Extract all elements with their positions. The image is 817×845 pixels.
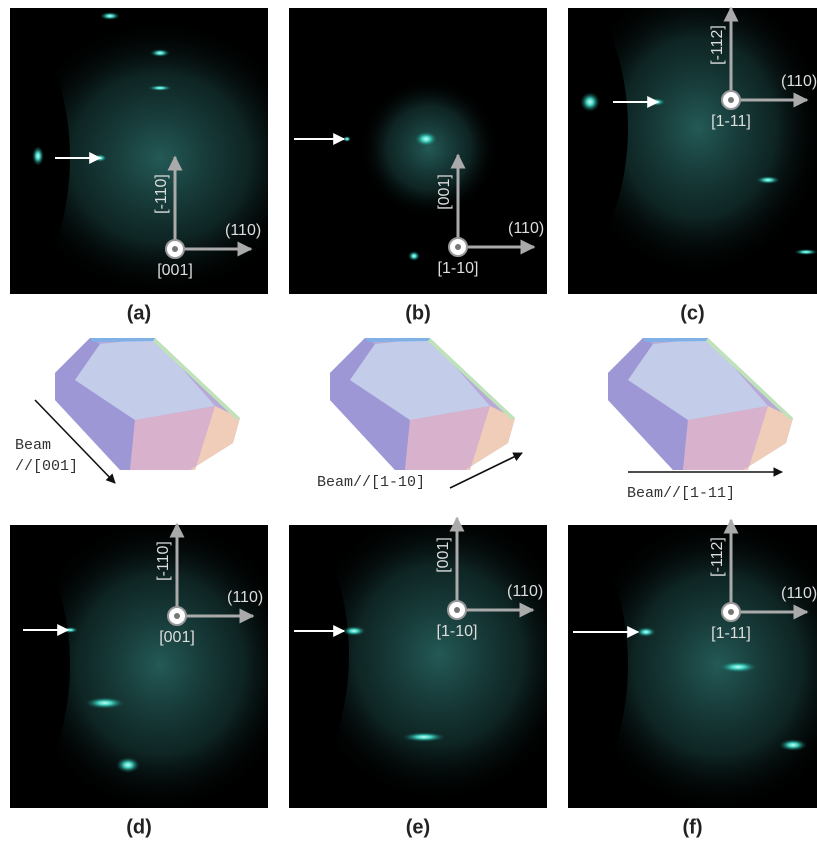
axis-up-label: [-112] [709, 537, 726, 577]
spot [342, 626, 366, 636]
panel-label: (d) [126, 816, 152, 838]
beam-label: Beam [15, 437, 51, 454]
spot [85, 697, 125, 709]
spot [414, 131, 438, 147]
beam-label: //[001] [15, 458, 78, 475]
axis-normal-dot [728, 609, 734, 615]
spot [779, 739, 807, 751]
panel-label: (c) [680, 302, 704, 324]
axis-normal-dot [174, 613, 180, 619]
crystal-row: Beam //[001] Beam//[1-10] Beam//[1-11] [15, 338, 793, 502]
axis-up-label: [001] [435, 537, 452, 573]
spot [756, 176, 780, 184]
panel-label: (a) [127, 302, 151, 324]
axis-normal-label: [001] [159, 629, 195, 646]
axis-right-label: (110) [225, 222, 261, 239]
axis-right-label: (110) [781, 585, 817, 602]
axis-right-label: (110) [507, 583, 543, 600]
spot [32, 146, 44, 166]
spot [636, 627, 656, 637]
panel-label: (b) [405, 302, 431, 324]
spot [343, 136, 351, 142]
panel-image [289, 8, 547, 294]
axis-normal-dot [454, 607, 460, 613]
panel: [-110] (110) [001] [0, 0, 310, 358]
panel: [-110] (110) [001] [0, 465, 300, 845]
spot [148, 85, 172, 91]
spot [408, 251, 420, 261]
spot [402, 732, 446, 742]
axis-right-label: (110) [781, 73, 817, 90]
axis-right-label: (110) [227, 589, 263, 606]
panel-image [0, 465, 300, 845]
axis-normal-dot [455, 244, 461, 250]
panel-label: (e) [406, 816, 430, 838]
axis-up-label: [-110] [153, 174, 170, 214]
spot [794, 249, 817, 255]
pattern-glow [359, 78, 499, 218]
crystal [330, 338, 515, 470]
axis-up-label: [001] [436, 174, 453, 210]
axis-normal-label: [1-11] [711, 113, 751, 130]
spot [150, 49, 170, 57]
spot [718, 661, 758, 673]
spot [100, 12, 120, 20]
figure: Beam //[001] Beam//[1-10] Beam//[1-11] [… [0, 0, 817, 845]
spot [580, 92, 600, 112]
axis-normal-dot [728, 97, 734, 103]
beam-label: Beam//[1-10] [317, 474, 425, 491]
axis-normal-label: [1-10] [437, 623, 478, 640]
panel: [001] (110) [1-10] [289, 8, 547, 294]
axis-normal-label: [1-10] [438, 260, 479, 277]
beam-label: Beam//[1-11] [627, 485, 735, 502]
axis-normal-label: [1-11] [711, 625, 751, 642]
crystal [608, 338, 793, 470]
axis-up-label: [-110] [155, 541, 172, 581]
axis-normal-label: [001] [157, 262, 193, 279]
spot [116, 757, 140, 773]
axis-normal-dot [172, 246, 178, 252]
axis-right-label: (110) [508, 220, 544, 237]
axis-up-label: [-112] [709, 25, 726, 65]
panel-label: (f) [683, 816, 703, 838]
